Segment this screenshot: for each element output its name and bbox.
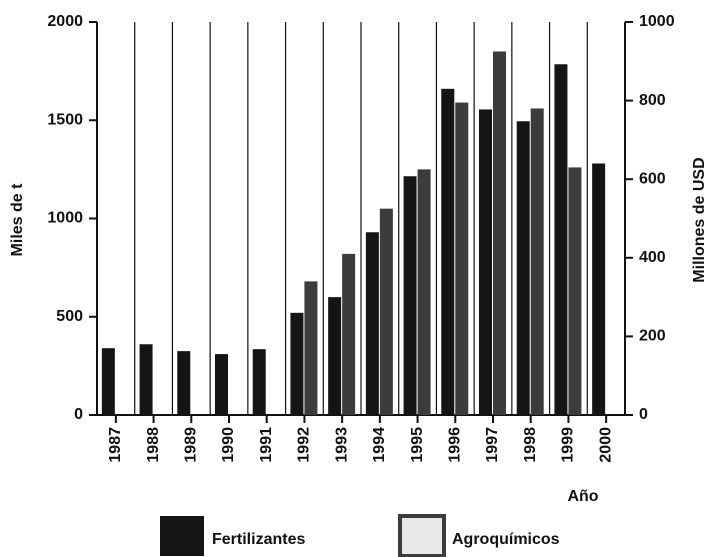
x-tick-label: 1995 [409, 427, 426, 463]
bar [455, 102, 469, 415]
y-tick-label: 0 [74, 406, 83, 423]
bar [328, 297, 342, 415]
x-tick-label: 1994 [371, 427, 388, 463]
x-tick-label: 1991 [258, 427, 275, 463]
legend-label: Fertilizantes [212, 531, 305, 548]
bar [441, 88, 455, 415]
bar [516, 121, 530, 416]
x-tick-label: 1999 [560, 427, 577, 463]
bar [139, 344, 153, 415]
x-tick-label: 1997 [484, 427, 501, 463]
legend-label: Agroquímicos [452, 531, 560, 548]
bar [493, 51, 506, 415]
y-tick-label: 1500 [47, 111, 83, 128]
y2-tick-label: 600 [639, 170, 666, 187]
y2-tick-label: 800 [639, 92, 666, 109]
bar [592, 163, 606, 415]
bar [568, 167, 582, 415]
x-tick-label: 1993 [333, 427, 350, 463]
y2-tick-label: 400 [639, 249, 666, 266]
legend-swatch [398, 514, 446, 557]
bar [290, 312, 304, 415]
x-tick-label: 1996 [447, 427, 464, 463]
bar [101, 348, 115, 415]
y2-tick-label: 0 [639, 406, 648, 423]
bar [403, 176, 417, 415]
y-tick-label: 1000 [47, 210, 83, 227]
y-axis-title: Miles de t [9, 183, 26, 257]
x-tick-label: 1990 [220, 427, 237, 463]
x-tick-label: 1988 [145, 427, 162, 463]
bar [252, 349, 266, 415]
legend-swatch [160, 516, 204, 556]
x-tick-label: 1998 [522, 427, 539, 463]
bar [554, 64, 568, 415]
x-axis-title: Año [567, 488, 598, 505]
bar [177, 351, 191, 415]
bar [215, 354, 228, 415]
y2-tick-label: 1000 [639, 13, 675, 30]
bar [342, 253, 356, 415]
y-tick-label: 500 [56, 308, 83, 325]
bar [304, 281, 318, 415]
y2-tick-label: 200 [639, 328, 666, 345]
y2-axis-title: Millones de USD [691, 157, 708, 282]
x-tick-label: 1987 [107, 427, 124, 463]
bar [379, 208, 393, 415]
bar [417, 169, 431, 415]
x-tick-label: 1992 [296, 427, 313, 463]
y-tick-label: 2000 [47, 13, 83, 30]
x-tick-label: 2000 [597, 427, 614, 463]
bar [479, 109, 492, 415]
bar [530, 108, 544, 416]
bar [365, 232, 379, 415]
x-tick-label: 1989 [183, 427, 200, 463]
